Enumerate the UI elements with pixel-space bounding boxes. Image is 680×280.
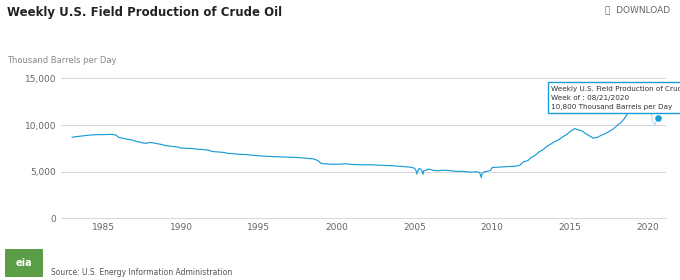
Text: Thousand Barrels per Day: Thousand Barrels per Day <box>7 56 116 65</box>
Point <box>652 115 663 120</box>
Text: Weekly U.S. Field Production of Crude Oil: Weekly U.S. Field Production of Crude Oi… <box>7 6 282 18</box>
Text: eia: eia <box>16 258 33 268</box>
Text: Weekly U.S. Field Production of Crude Oil
Week of : 08/21/2020
10,800 Thousand B: Weekly U.S. Field Production of Crude Oi… <box>551 86 680 110</box>
Text: Source: U.S. Energy Information Administration: Source: U.S. Energy Information Administ… <box>51 268 233 277</box>
Text: ⤓  DOWNLOAD: ⤓ DOWNLOAD <box>605 6 670 15</box>
